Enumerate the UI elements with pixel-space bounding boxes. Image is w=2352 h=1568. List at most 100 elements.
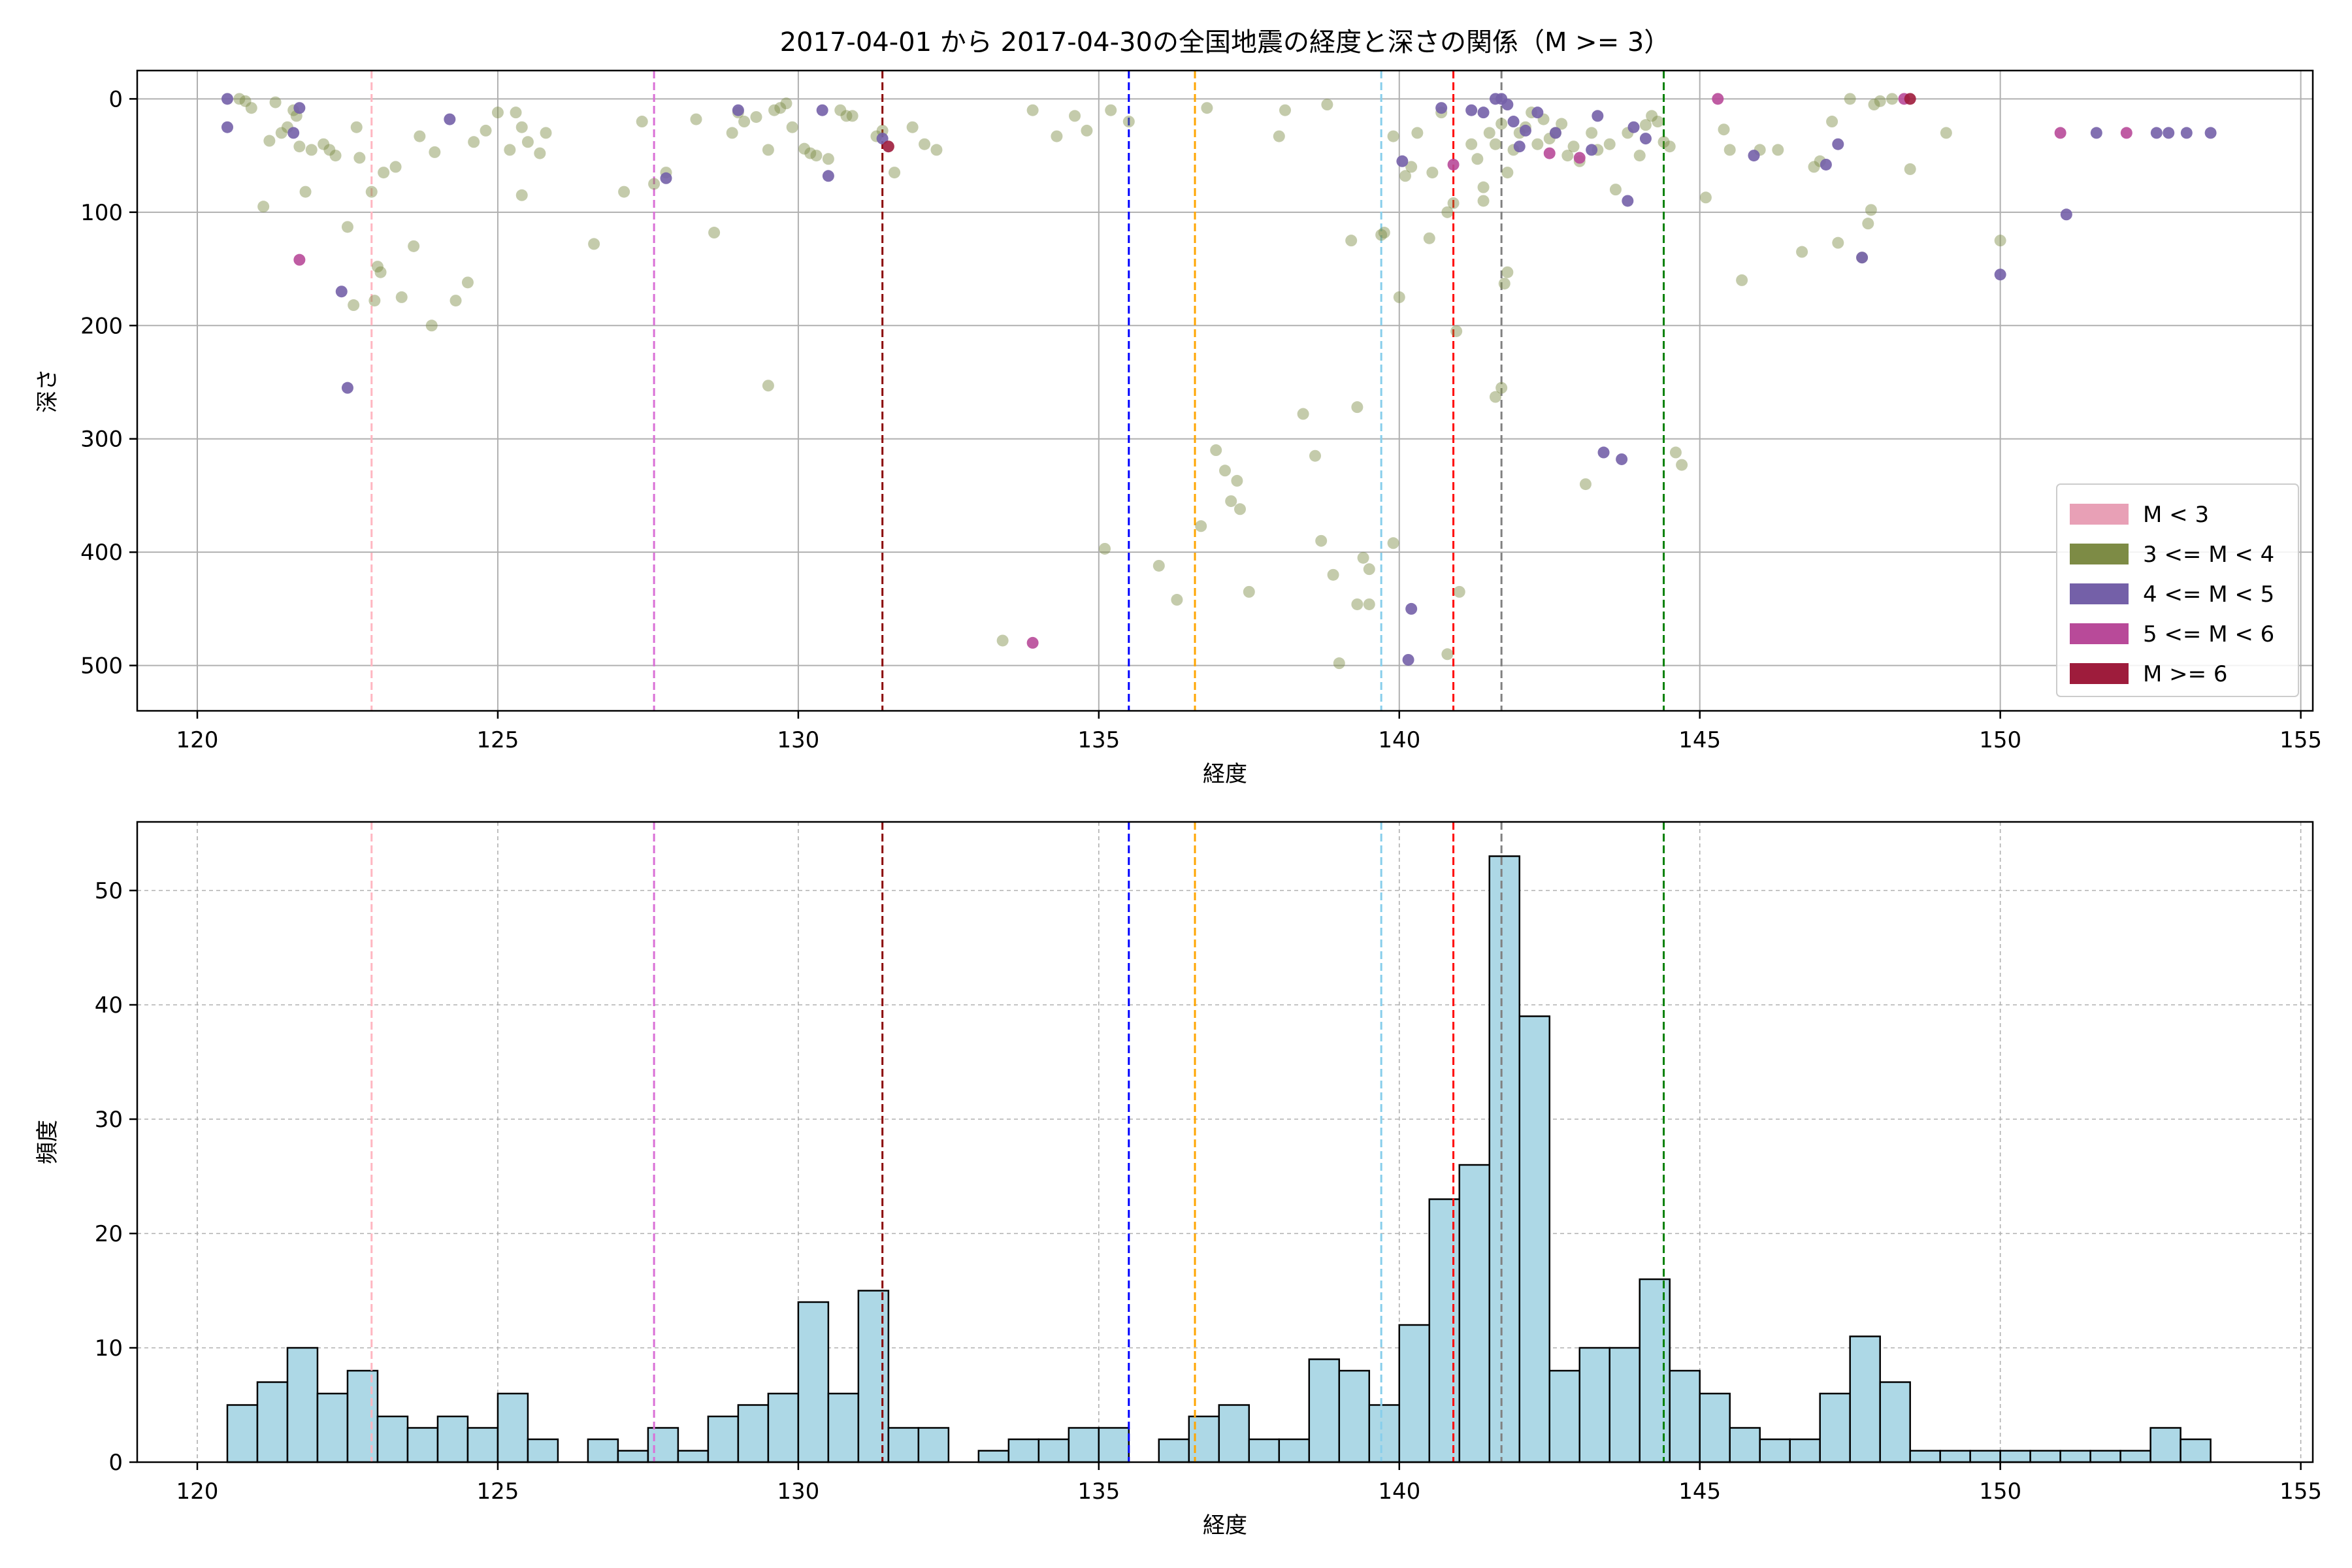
histogram-bar <box>1759 1438 1791 1463</box>
histogram-bar <box>497 1392 529 1463</box>
data-point <box>1231 474 1243 487</box>
histogram-bar <box>436 1415 469 1463</box>
scatter-legend: M < 3 3 <= M < 4 4 <= M < 5 5 <= M < 6 M >= … <box>2056 483 2299 697</box>
data-point <box>318 138 330 150</box>
histogram-bar <box>1609 1347 1641 1463</box>
data-point <box>1405 602 1418 615</box>
data-point <box>341 382 353 394</box>
data-point <box>1441 206 1454 218</box>
y-tick-label: 0 <box>108 86 123 112</box>
data-point <box>1573 152 1586 164</box>
data-point <box>1026 104 1039 116</box>
data-point <box>1676 459 1688 471</box>
data-point <box>648 178 661 190</box>
data-point <box>521 136 534 148</box>
x-tick-label: 125 <box>476 1478 519 1505</box>
data-point <box>515 189 528 201</box>
data-point <box>491 106 504 119</box>
data-point <box>305 144 318 156</box>
data-point <box>1609 184 1622 196</box>
data-point <box>444 113 456 125</box>
scatter-y-ticks: 0 100 200 300 400 500 <box>80 86 137 679</box>
data-point <box>588 238 600 250</box>
data-point <box>1477 181 1490 193</box>
histogram-bar <box>1699 1392 1731 1463</box>
data-point <box>1844 93 1856 105</box>
histogram-bar <box>677 1450 710 1463</box>
data-point <box>882 140 894 153</box>
histogram-bar <box>256 1381 289 1463</box>
data-point <box>1315 534 1328 547</box>
y-tick-label: 30 <box>95 1107 123 1133</box>
data-point <box>1940 127 1952 139</box>
data-point <box>1519 124 1531 137</box>
data-point <box>1886 93 1899 105</box>
data-point <box>1219 465 1231 477</box>
scatter-y-axis-label: 深さ <box>35 368 61 413</box>
histogram-bar <box>707 1415 740 1463</box>
data-point <box>1904 163 1916 175</box>
data-point <box>1026 636 1039 649</box>
histogram-bar <box>1338 1369 1371 1463</box>
histogram-bar <box>587 1438 619 1463</box>
histogram-bar <box>1819 1392 1851 1463</box>
legend-swatch <box>2070 504 2129 525</box>
data-point <box>690 113 702 125</box>
legend-label: 5 <= M < 6 <box>2143 621 2274 647</box>
data-point <box>1210 444 1222 457</box>
y-tick-label: 50 <box>95 878 123 904</box>
histogram-bar <box>1488 855 1520 1463</box>
data-point <box>540 127 552 139</box>
data-point <box>1531 106 1544 119</box>
histogram-bar <box>1729 1427 1761 1463</box>
data-point <box>293 253 306 266</box>
histogram-bar <box>1879 1381 1911 1463</box>
x-tick-label: 120 <box>176 727 219 753</box>
data-point <box>1622 195 1634 207</box>
x-tick-label: 150 <box>1979 727 2021 753</box>
data-point <box>1333 657 1345 670</box>
scatter-plot-frame <box>136 69 2314 712</box>
data-point <box>738 116 751 128</box>
data-point <box>1465 104 1478 116</box>
histogram-bar <box>977 1450 1010 1463</box>
data-point <box>257 201 270 213</box>
data-point <box>323 144 336 156</box>
histogram-bar <box>286 1347 319 1463</box>
data-point <box>1471 153 1484 165</box>
histogram-bar <box>1548 1369 1580 1463</box>
data-point <box>1081 124 1093 137</box>
x-tick-label: 145 <box>1678 727 1721 753</box>
data-point <box>1201 102 1213 114</box>
histogram-bar <box>737 1404 770 1463</box>
data-point <box>1465 138 1478 150</box>
scatter-grid <box>137 71 2313 711</box>
data-point <box>480 124 492 137</box>
data-point <box>1099 542 1111 555</box>
legend-swatch <box>2070 663 2129 684</box>
data-point <box>335 286 348 298</box>
data-point <box>374 266 387 278</box>
x-tick-label: 145 <box>1678 1478 1721 1505</box>
data-point <box>840 110 853 122</box>
data-point <box>1592 110 1604 122</box>
scatter-x-ticks: 120 125 130 135 140 145 150 155 <box>176 711 2322 753</box>
histogram-bar <box>1518 1015 1550 1463</box>
histogram-bar <box>1578 1347 1610 1463</box>
data-point <box>1447 158 1460 171</box>
histogram-bar <box>1098 1427 1130 1463</box>
data-point <box>822 153 834 165</box>
data-point <box>1233 503 1246 515</box>
histogram-bar <box>316 1392 349 1463</box>
data-point <box>804 147 817 159</box>
data-point <box>774 102 787 114</box>
data-point <box>1051 130 1063 142</box>
data-point <box>504 144 516 156</box>
data-point <box>1874 95 1886 107</box>
data-point <box>780 97 792 110</box>
data-point <box>1501 167 1514 179</box>
legend-label: 4 <= M < 5 <box>2143 581 2274 608</box>
data-point <box>2150 127 2163 139</box>
histogram-plot-frame <box>136 821 2314 1463</box>
